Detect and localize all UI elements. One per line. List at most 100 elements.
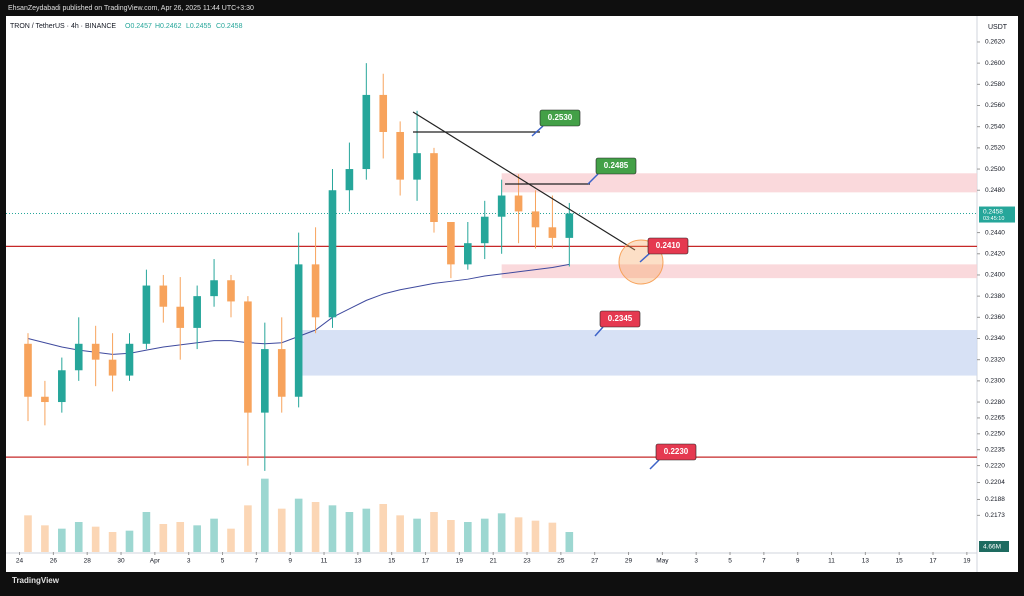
volume-bar	[413, 518, 421, 552]
x-tick-label: 7	[255, 558, 259, 565]
candle-body	[413, 153, 421, 180]
volume-bar	[176, 522, 185, 552]
volume-bar	[125, 530, 134, 552]
ohlc-high: H0.2462	[155, 23, 182, 30]
candle-body	[261, 349, 269, 413]
last-volume-label: 4.66M	[983, 544, 1001, 551]
candle-body	[328, 190, 337, 318]
x-tick-label: 17	[929, 558, 937, 565]
volume-bar	[108, 532, 117, 552]
volume-bar	[277, 508, 286, 552]
currency: USDT	[988, 24, 1008, 31]
y-tick-label: 0.2600	[985, 60, 1005, 67]
y-tick-label: 0.2235	[985, 446, 1005, 453]
trend-line	[412, 111, 636, 251]
x-tick-label: 13	[354, 558, 362, 565]
annotation-label: 0.2230	[664, 447, 689, 456]
callout-arrow	[531, 125, 544, 137]
volume-bar	[548, 522, 557, 552]
y-tick-label: 0.2173	[985, 512, 1005, 519]
volume-bar	[514, 517, 523, 552]
x-tick-label: 3	[694, 558, 698, 565]
callout-arrow	[594, 326, 604, 337]
x-tick-label: 19	[456, 558, 464, 565]
x-tick-label: 3	[187, 558, 191, 565]
x-tick-label: 15	[388, 558, 396, 565]
brand: TradingView	[12, 576, 60, 585]
candle-body	[176, 306, 185, 328]
y-tick-label: 0.2480	[985, 187, 1005, 194]
y-tick-label: 0.2620	[985, 39, 1005, 46]
y-tick-label: 0.2250	[985, 431, 1005, 438]
candle-body	[396, 131, 404, 180]
y-tick-label: 0.2320	[985, 356, 1005, 363]
candle-body	[210, 280, 218, 297]
candle-body	[41, 396, 49, 403]
candle-body	[464, 243, 472, 265]
callout-arrow	[587, 173, 599, 185]
volume-bar	[311, 502, 320, 552]
candle-body	[277, 349, 286, 397]
annotation-box	[655, 443, 697, 461]
volume-bar	[74, 522, 83, 552]
ohlc-open: O0.2457	[125, 23, 152, 30]
volume-bar	[345, 512, 354, 552]
volume-bar	[244, 505, 252, 552]
x-tick-label: 28	[84, 558, 92, 565]
y-tick-label: 0.2520	[985, 145, 1005, 152]
annotation-label: 0.2345	[608, 314, 633, 323]
candle-body	[548, 227, 557, 238]
candle-body	[447, 222, 455, 265]
candle-body	[159, 285, 168, 307]
volume-bar	[261, 478, 269, 552]
volume-bar	[565, 532, 574, 552]
y-tick-label: 0.2500	[985, 166, 1005, 173]
x-tick-label: 25	[557, 558, 565, 565]
x-tick-label: May	[656, 558, 669, 565]
candle-body	[108, 359, 117, 376]
x-tick-label: 26	[50, 558, 58, 565]
x-tick-label: 30	[117, 558, 125, 565]
volume-bar	[294, 498, 303, 552]
x-tick-label: 5	[221, 558, 225, 565]
x-tick-label: 9	[796, 558, 800, 565]
y-tick-label: 0.2188	[985, 496, 1005, 503]
annotation-label: 0.2410	[656, 241, 681, 250]
volume-bar	[464, 522, 472, 552]
volume-bar	[91, 526, 100, 552]
volume-bar	[447, 520, 455, 552]
y-tick-label: 0.2340	[985, 335, 1005, 342]
candle-body	[430, 153, 438, 223]
candle-body	[362, 94, 371, 170]
annotation-box	[647, 237, 689, 255]
y-tick-label: 0.2580	[985, 81, 1005, 88]
plot: 0.2620 0.2600 0.2580 0.2560 0.2540 0.2520 0.25…	[6, 39, 1005, 565]
volume-bar	[24, 515, 32, 552]
candle-body	[514, 195, 523, 212]
x-tick-label: 11	[321, 558, 328, 565]
x-tick-label: 17	[422, 558, 430, 565]
y-tick-label: 0.2540	[985, 123, 1005, 130]
volume-bar	[58, 528, 66, 552]
last-volume-box	[979, 541, 1009, 552]
x-tick-label: 27	[591, 558, 599, 565]
volume-bar	[41, 525, 49, 552]
last-price-box	[979, 206, 1015, 223]
symbol: TRON / TetherUS · 4h · BINANCE	[10, 23, 116, 30]
zone	[298, 330, 977, 376]
candle-body	[125, 343, 134, 376]
x-tick-label: 29	[625, 558, 633, 565]
y-tick-label: 0.2560	[985, 102, 1005, 109]
x-tick-label: 5	[728, 558, 732, 565]
y-tick-label: 0.2400	[985, 272, 1005, 279]
x-tick-label: 15	[896, 558, 904, 565]
annotation-label: 0.2530	[548, 113, 573, 122]
x-tick-label: 19	[963, 558, 971, 565]
candle-body	[193, 296, 201, 328]
chart-area	[6, 16, 1018, 572]
zone	[501, 264, 977, 279]
y-tick-label: 0.2380	[985, 293, 1005, 300]
y-tick-label: 0.2204	[985, 479, 1005, 486]
zone	[501, 173, 977, 193]
